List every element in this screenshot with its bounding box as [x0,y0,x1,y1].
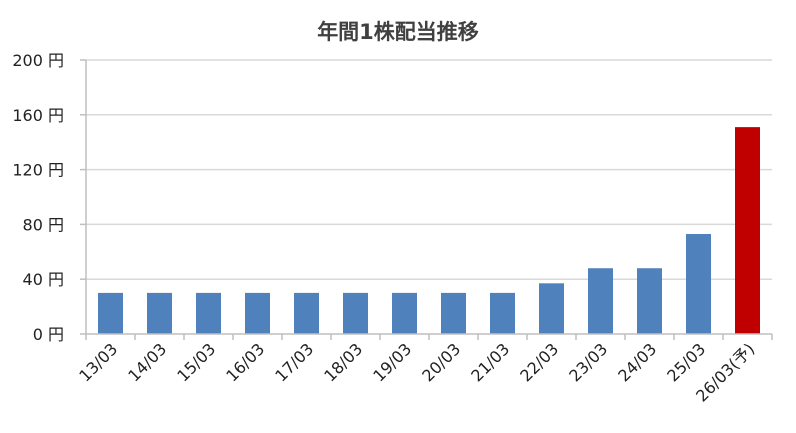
bar-16-03 [245,292,270,334]
bars [98,127,760,334]
bar-19-03 [392,292,417,334]
x-category-label: 14/03 [124,339,170,385]
y-tick-label: 120 円 [12,161,64,180]
bar-15-03 [196,292,221,334]
y-tick-label: 200 円 [12,51,64,70]
x-category-label: 16/03 [222,339,268,385]
bar-18-03 [343,292,368,334]
bar-26-03--- [735,127,760,334]
bar-23-03 [588,268,613,334]
x-category-label: 18/03 [320,339,366,385]
y-tick-label: 160 円 [12,106,64,125]
x-category-label: 17/03 [271,339,317,385]
x-category-label: 22/03 [516,339,562,385]
bar-13-03 [98,292,123,334]
x-category-label: 19/03 [369,339,415,385]
grid-lines [86,59,772,280]
x-category-label: 25/03 [663,339,709,385]
bar-14-03 [147,292,172,334]
x-category-label: 20/03 [418,339,464,385]
chart-title: 年間1株配当推移 [317,20,479,44]
bar-17-03 [294,292,319,334]
y-axis-tick-labels: 0 円 40 円 80 円 120 円 160 円 200 円 [12,51,64,344]
y-tick-label: 0 円 [33,325,64,344]
bar-22-03 [539,283,564,334]
bar-20-03 [441,292,466,334]
x-category-label: 21/03 [467,339,513,385]
bar-21-03 [490,292,515,334]
bar-24-03 [637,268,662,334]
x-category-label: 24/03 [614,339,660,385]
x-category-label: 23/03 [565,339,611,385]
y-tick-label: 40 円 [23,270,64,289]
x-axis-tick-labels: 13/03 14/03 15/03 16/03 17/03 18/03 19/03 20/03… [75,339,758,405]
x-category-label: 13/03 [75,339,121,385]
axes [80,59,773,340]
x-category-label: 15/03 [173,339,219,385]
bar-25-03 [686,233,711,334]
y-tick-label: 80 円 [23,215,64,234]
